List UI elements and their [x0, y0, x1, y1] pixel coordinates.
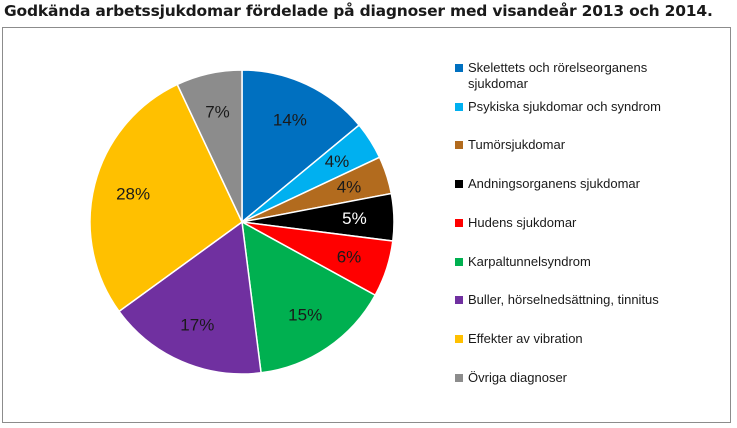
- data-label-skelettets-och-rorelseorganens-sjukdomar: 14%: [273, 111, 307, 130]
- data-label-effekter-av-vibration: 28%: [116, 185, 150, 204]
- pie-slice-karpaltunnelsyndrom: [241, 220, 377, 374]
- legend-swatch: [455, 258, 463, 266]
- legend-label: Buller, hörselnedsättning, tinnitus: [468, 292, 659, 307]
- chart-title: Godkända arbetssjukdomar fördelade på di…: [4, 2, 713, 20]
- legend-item-psykiska-sjukdomar-och-syndrom: Psykiska sjukdomar och syndrom: [455, 99, 668, 115]
- legend-swatch: [455, 180, 463, 188]
- legend-label: Övriga diagnoser: [468, 370, 567, 385]
- data-label-psykiska-sjukdomar-och-syndrom: 4%: [325, 152, 350, 171]
- legend-swatch: [455, 103, 463, 111]
- legend-label: Karpaltunnelsyndrom: [468, 254, 591, 269]
- legend-label: Skelettets och rörelseorganens sjukdomar: [468, 60, 648, 91]
- legend-swatch: [455, 374, 463, 382]
- legend-label: Andningsorganens sjukdomar: [468, 176, 640, 191]
- pie-slice-skelettets-och-rorelseorganens-sjukdomar: [241, 69, 361, 224]
- data-label-tumorsjukdomar: 4%: [337, 178, 362, 197]
- legend-item-hudens-sjukdomar: Hudens sjukdomar: [455, 215, 668, 231]
- legend-item-ovriga-diagnoser: Övriga diagnoser: [455, 370, 668, 386]
- pie-chart: 14% 4% 4% 5% 6% 15% 17% 28% 7%: [89, 69, 395, 375]
- legend-item-andningsorganens-sjukdomar: Andningsorganens sjukdomar: [455, 176, 668, 192]
- legend-item-effekter-av-vibration: Effekter av vibration: [455, 331, 668, 347]
- legend-swatch: [455, 219, 463, 227]
- data-label-buller-horselnedsattning-tinnitus: 17%: [180, 316, 214, 335]
- legend-label: Psykiska sjukdomar och syndrom: [468, 99, 661, 114]
- pie-slice-buller-horselnedsattning-tinnitus: [117, 220, 262, 375]
- legend-label: Effekter av vibration: [468, 331, 583, 346]
- legend-swatch: [455, 296, 463, 304]
- data-label-karpaltunnelsyndrom: 15%: [288, 306, 322, 325]
- legend-swatch: [455, 141, 463, 149]
- legend-swatch: [455, 335, 463, 343]
- data-label-hudens-sjukdomar: 6%: [337, 247, 362, 266]
- legend-swatch: [455, 64, 463, 72]
- pie-slice-ovriga-diagnoser: [176, 69, 243, 223]
- chart-frame: 14% 4% 4% 5% 6% 15% 17% 28% 7% Skelettets och rö…: [2, 27, 731, 423]
- legend-item-tumorsjukdomar: Tumörsjukdomar: [455, 137, 668, 153]
- legend-item-skelettets-och-rorelseorganens-sjukdomar: Skelettets och rörelseorganens sjukdomar: [455, 60, 668, 92]
- data-label-andningsorganens-sjukdomar: 5%: [342, 209, 367, 228]
- legend-label: Hudens sjukdomar: [468, 215, 577, 230]
- legend-item-buller-horselnedsattning-tinnitus: Buller, hörselnedsättning, tinnitus: [455, 292, 668, 308]
- data-label-ovriga-diagnoser: 7%: [205, 103, 230, 122]
- pie-slice-effekter-av-vibration: [89, 83, 243, 313]
- legend-label: Tumörsjukdomar: [468, 137, 566, 152]
- legend-item-karpaltunnelsyndrom: Karpaltunnelsyndrom: [455, 254, 668, 270]
